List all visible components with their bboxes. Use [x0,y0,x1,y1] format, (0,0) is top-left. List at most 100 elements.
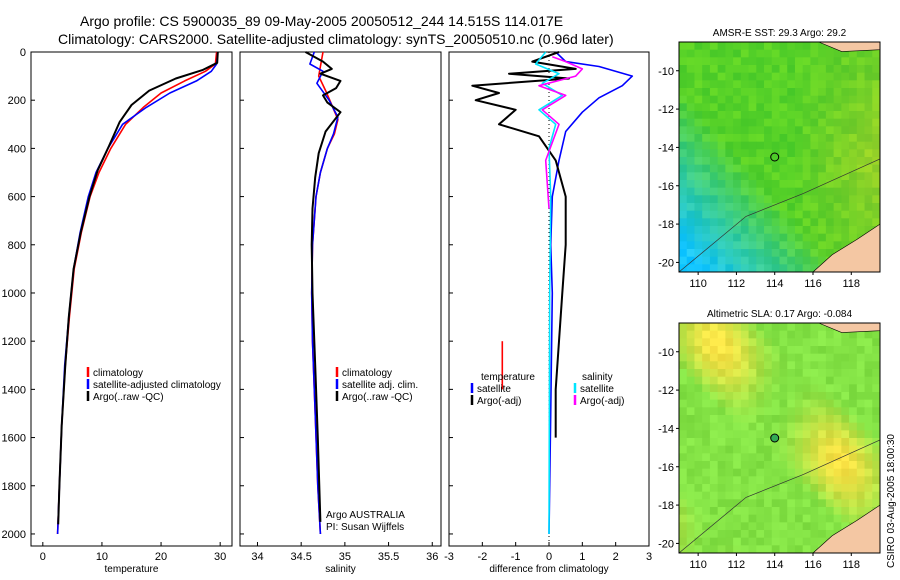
sst-map-cell [756,218,765,227]
sst-map-cell [802,103,811,112]
sst-map-cell [756,180,765,189]
sst-map-cell [825,111,835,120]
sst-map-cell [856,149,865,158]
sla-map-cell [717,484,726,493]
sla-map-cell [872,484,881,493]
sst-map-cell [709,187,719,196]
sst-map-cell [686,241,695,250]
sst-map-cell [748,264,757,273]
sst-map-cell [841,57,850,66]
sla-map-cell [740,323,749,332]
sla-map-cell [679,537,688,546]
sla-map-cell [802,422,811,431]
sla-map-cell [810,468,819,477]
sst-map-cell [841,80,850,89]
sla-map-cell [825,407,835,416]
sla-map-cell [771,491,780,500]
sst-map-cell [733,141,742,150]
sst-map-cell [709,233,719,242]
sla-map-cell [787,461,796,470]
sst-map-cell [794,241,804,250]
sla-map-cell [825,330,835,339]
sst-map-cell [833,65,842,74]
sla-map-cell [686,445,695,454]
sla-map-cell [787,407,796,416]
sst-map-cell [679,157,688,166]
sst-map-cell [709,126,719,135]
sst-map-cell [717,65,726,74]
sst-map-cell [779,95,788,104]
sla-map-cell [694,499,703,508]
sla-map-cell [725,407,734,416]
sst-map-cell [702,249,711,258]
sla-map-cell [756,545,765,554]
sst-map-cell [740,149,749,158]
sst-map-cell [725,42,734,51]
sst-map-cell [810,72,819,81]
sst-map-cell [841,103,850,112]
sst-map-cell [849,203,858,212]
sla-map-cell [872,499,881,508]
sst-map-cell [748,218,757,227]
temperature-axes-frame [30,51,233,547]
sst-map-cell [794,256,804,265]
sst-map-cell [864,95,873,104]
sla-map-cell [794,376,804,385]
sla-map-cell [841,445,850,454]
sla-map-cell [818,399,827,408]
sst-map-cell [802,180,811,189]
sst-map-cell [709,172,719,181]
sla-map-cell [841,346,850,355]
sst-map-cell [740,203,749,212]
sst-map-cell [709,195,719,204]
sst-map-cell [802,72,811,81]
sst-map-cell [794,210,804,219]
sst-map-cell [810,88,819,97]
sst-map-cell [679,180,688,189]
sla-map-cell [771,369,780,378]
sla-map-cell [794,422,804,431]
sla-map-cell [679,461,688,470]
sst-map-cell [764,141,773,150]
sst-map-cell [802,111,811,120]
sla-map-cell [702,453,711,462]
sst-map-cell [740,241,749,250]
sla-map-cell [825,468,835,477]
sst-map-cell [872,57,881,66]
sla-map-cell [794,468,804,477]
sla-map-cell [825,484,835,493]
sla-map-cell [872,445,881,454]
sla-map-cell [818,522,827,531]
sla-map-cell [717,530,726,539]
sst-map-cell [841,164,850,173]
sst-map-xtick-label: 112 [728,278,746,290]
sla-map-cell [841,353,850,362]
sst-map-cell [679,187,688,196]
sla-map-cell [709,484,719,493]
sla-map-cell [733,415,742,424]
sla-map-cell [756,445,765,454]
sla-map-cell [725,361,734,370]
sst-map-cell [849,80,858,89]
sst-map-cell [779,103,788,112]
sla-map-cell [779,376,788,385]
sla-map-cell [702,461,711,470]
sla-map-cell [841,522,850,531]
sst-map-cell [702,226,711,235]
sst-map-cell [702,72,711,81]
sst-map-cell [733,65,742,74]
sst-map-cell [733,49,742,58]
sst-map-cell [779,226,788,235]
temperature-ytick-label: 1400 [2,384,26,396]
sla-map-cell [717,407,726,416]
sla-map-cell [771,514,780,523]
sla-map-cell [764,445,773,454]
sst-map-cell [686,42,695,51]
sla-map-cell [717,461,726,470]
sla-map-cell [694,361,703,370]
sst-map-cell [702,118,711,127]
sst-map-cell [771,241,780,250]
sla-map-cell [872,422,881,431]
sla-map-cell [764,330,773,339]
sla-map-cell [725,346,734,355]
